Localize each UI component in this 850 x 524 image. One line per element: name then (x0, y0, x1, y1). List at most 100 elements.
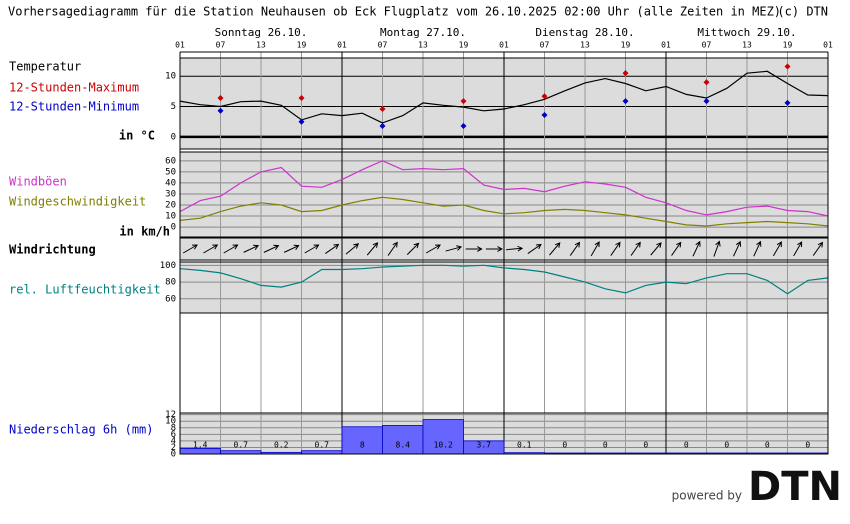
wind-arrow (182, 244, 198, 254)
y-tick-label: 10 (165, 417, 176, 427)
day-label: Mittwoch 29.10. (697, 26, 796, 39)
data-label: 1.4 (193, 441, 208, 450)
x-tick-label: 19 (621, 41, 631, 50)
extreme-marker (703, 79, 710, 86)
wind-arrow (812, 241, 824, 256)
x-tick-label: 01 (175, 41, 185, 50)
series-label: Windgeschwindigkeit (9, 195, 146, 209)
legend-label: 12-Stunden-Minimum (9, 100, 139, 114)
data-label: 0 (805, 441, 810, 450)
series-label: Windböen (9, 175, 67, 189)
data-label: 0 (562, 441, 567, 450)
extreme-marker (784, 63, 791, 70)
unit-label: in °C (119, 129, 155, 143)
wind-arrow (387, 241, 398, 256)
extreme-marker (298, 95, 305, 102)
unit-label: in km/h (119, 225, 170, 239)
wind-arrow (713, 240, 721, 257)
x-tick-label: 01 (661, 41, 671, 50)
x-tick-label: 13 (580, 41, 590, 50)
extreme-marker (298, 118, 305, 125)
data-label: 8.4 (396, 441, 411, 450)
logo: DTN (748, 464, 842, 510)
x-tick-label: 13 (742, 41, 752, 50)
series-line (179, 196, 829, 227)
y-tick-label: 50 (165, 167, 176, 177)
wind-arrow (650, 242, 662, 256)
extreme-marker (784, 99, 791, 106)
x-tick-label: 13 (418, 41, 428, 50)
panel-frame (179, 261, 829, 314)
x-tick-label: 07 (702, 41, 712, 50)
x-tick-label: 01 (337, 41, 347, 50)
panel-frame (179, 151, 829, 238)
wind-arrow (753, 240, 762, 257)
wind-arrow (630, 241, 641, 256)
data-label: 8 (360, 441, 365, 450)
data-label: 10.2 (434, 441, 453, 450)
wind-arrow (733, 240, 742, 257)
y-tick-label: 4 (171, 436, 176, 446)
x-tick-label: 19 (297, 41, 307, 50)
x-tick-label: 13 (256, 41, 266, 50)
x-tick-label: 19 (459, 41, 469, 50)
panel-frame (179, 57, 829, 150)
y-tick-label: 20 (165, 200, 176, 210)
precip-bar (382, 425, 424, 455)
data-label: 0 (684, 441, 689, 450)
extreme-marker (541, 112, 548, 119)
data-label: 0 (765, 441, 770, 450)
extreme-marker (217, 107, 224, 114)
y-tick-label: 60 (165, 156, 176, 166)
x-tick-label: 01 (823, 41, 833, 50)
series-label: Temperatur (9, 60, 81, 74)
wind-arrow (671, 241, 682, 256)
panel-frame (179, 237, 829, 261)
series-label: rel. Luftfeuchtigkeit (9, 283, 161, 297)
wind-arrow (610, 241, 621, 256)
x-tick-label: 07 (378, 41, 388, 50)
wind-arrow (203, 244, 219, 254)
y-tick-label: 10 (165, 212, 176, 222)
extreme-marker (379, 105, 386, 112)
data-label: 0.2 (274, 441, 289, 450)
day-label: Dienstag 28.10. (535, 26, 634, 39)
wind-arrow (223, 244, 239, 254)
wind-arrow (692, 240, 701, 257)
series-line (179, 70, 829, 124)
y-tick-label: 8 (171, 423, 176, 433)
data-label: 0.7 (315, 441, 330, 450)
y-tick-label: 0 (171, 223, 176, 233)
day-label: Montag 27.10. (380, 26, 466, 39)
y-tick-label: 0 (171, 132, 176, 142)
wind-arrow (283, 244, 300, 253)
x-tick-label: 19 (783, 41, 793, 50)
wind-arrow (549, 242, 561, 256)
x-tick-label: 01 (499, 41, 509, 50)
wind-arrow (793, 241, 803, 257)
title: Vorhersagediagramm für die Station Neuha… (8, 5, 781, 19)
wind-arrow (325, 243, 340, 254)
wind-arrow (263, 244, 280, 253)
series-label: Windrichtung (9, 243, 96, 257)
data-label: 0.7 (234, 441, 249, 450)
x-tick-label: 07 (540, 41, 550, 50)
data-label: 0 (643, 441, 648, 450)
y-tick-label: 0 (171, 450, 176, 460)
x-tick-label: 07 (216, 41, 226, 50)
wind-arrow (569, 241, 581, 256)
y-tick-label: 10 (165, 72, 176, 82)
y-tick-label: 40 (165, 178, 176, 188)
wind-arrow (445, 245, 463, 252)
series-line (179, 264, 829, 295)
wind-arrow (506, 245, 524, 252)
wind-arrow (366, 242, 379, 256)
data-label: 0 (603, 441, 608, 450)
extreme-marker (379, 122, 386, 129)
wind-arrow (527, 243, 542, 254)
wind-arrow (590, 241, 600, 257)
extreme-marker (460, 98, 467, 105)
wind-arrow (485, 246, 503, 252)
extreme-marker (622, 98, 629, 105)
